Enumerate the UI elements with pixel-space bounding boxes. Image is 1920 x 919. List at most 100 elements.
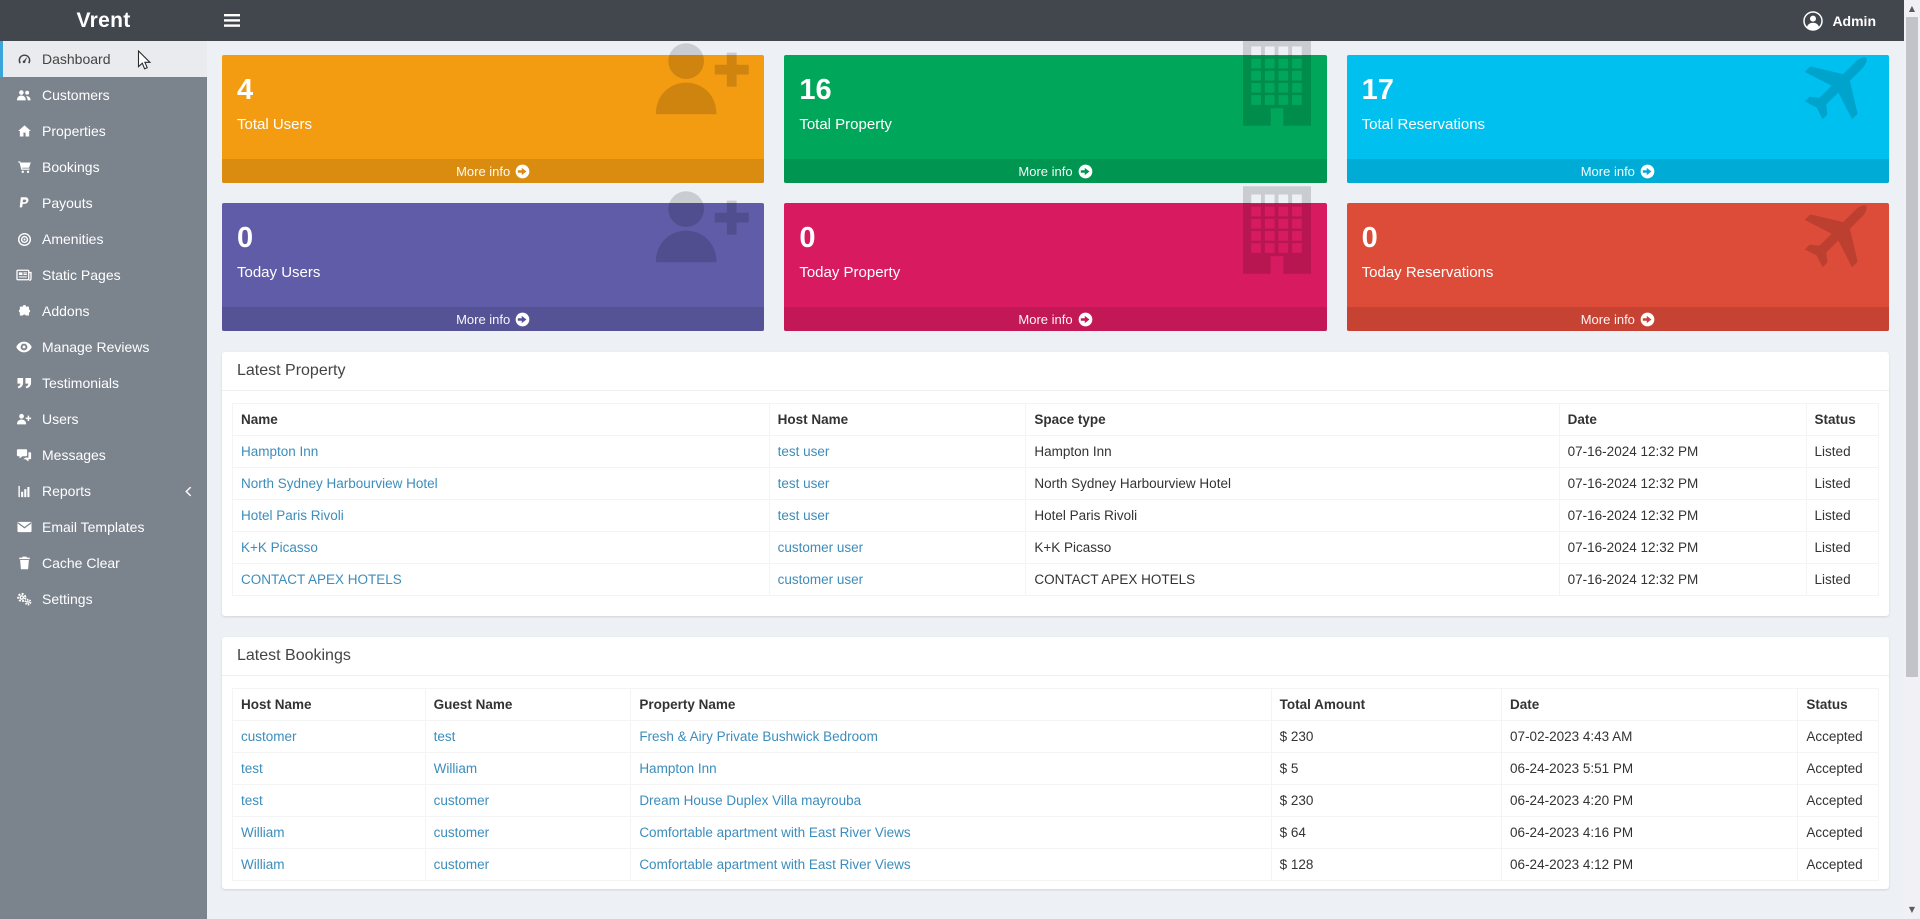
property-name-link[interactable]: Fresh & Airy Private Bushwick Bedroom — [639, 729, 878, 744]
more-info-link[interactable]: More info — [222, 159, 765, 183]
stat-label: Total Property — [799, 116, 892, 133]
guest-name-link[interactable]: customer — [433, 793, 490, 808]
guest-name-link[interactable]: customer — [433, 857, 490, 872]
host-name-link[interactable]: customer user — [777, 572, 864, 587]
cart-icon — [15, 160, 33, 174]
sidebar-item-settings[interactable]: Settings — [0, 581, 207, 617]
bullseye-icon — [15, 232, 33, 247]
date-cell: 06-24-2023 4:12 PM — [1501, 848, 1799, 881]
date-cell: 07-16-2024 12:32 PM — [1558, 467, 1807, 500]
property-name-link[interactable]: Comfortable apartment with East River Vi… — [639, 825, 911, 840]
sidebar-item-dashboard[interactable]: Dashboard — [0, 41, 207, 77]
latest-bookings-panel: Latest Bookings Host Name Guest Name Prope… — [222, 637, 1889, 889]
latest-property-panel: Latest Property Name Host Name Space type D… — [222, 352, 1889, 616]
sidebar-item-email-templates[interactable]: Email Templates — [0, 509, 207, 545]
status-cell: Listed — [1805, 467, 1880, 500]
property-name-link[interactable]: Hampton Inn — [639, 761, 717, 776]
property-name-link[interactable]: North Sydney Harbourview Hotel — [241, 476, 438, 491]
more-info-link[interactable]: More info — [1346, 307, 1889, 331]
cell-host-name-link: test — [232, 784, 426, 817]
scroll-up-arrow[interactable]: ▲ — [1908, 4, 1916, 13]
stat-cards: 4 Total Users More info 16 Total Property Mor… — [222, 38, 1889, 331]
sidebar-item-cache-clear[interactable]: Cache Clear — [0, 545, 207, 581]
guest-name-link[interactable]: William — [433, 761, 478, 776]
table-row: Hampton Inn test user Hampton Inn 07-16-202… — [232, 435, 1880, 468]
stat-value: 17 — [1361, 74, 1394, 106]
stat-card-total-users: 4 Total Users More info — [222, 43, 765, 183]
cell-host-name-link: test user — [768, 499, 1027, 532]
column-header-date: Date — [1558, 403, 1807, 436]
brand-logo[interactable]: Vrent — [76, 8, 131, 32]
host-name-link[interactable]: William — [241, 857, 285, 872]
cell-host-name-link: customer user — [768, 531, 1027, 564]
property-name-link[interactable]: Hotel Paris Rivoli — [241, 508, 344, 523]
sidebar-item-label: Addons — [42, 303, 90, 319]
sidebar-item-users[interactable]: Users — [0, 401, 207, 437]
property-name-link[interactable]: Comfortable apartment with East River Vi… — [639, 857, 911, 872]
host-name-link[interactable]: test user — [777, 444, 830, 459]
host-name-link[interactable]: test — [241, 793, 263, 808]
scrollbar-thumb[interactable] — [1906, 17, 1918, 677]
cell-guest-name-link: customer — [424, 848, 632, 881]
sidebar-item-bookings[interactable]: Bookings — [0, 149, 207, 185]
host-name-link[interactable]: test user — [777, 508, 830, 523]
column-header-name: Name — [232, 403, 770, 436]
cell-property-name-link: Fresh & Airy Private Bushwick Bedroom — [630, 720, 1272, 753]
user-plus-icon — [15, 412, 33, 426]
sidebar-item-label: Cache Clear — [42, 555, 120, 571]
stat-card-total-property: 16 Total Property More info — [784, 38, 1327, 183]
property-name-link[interactable]: Hampton Inn — [241, 444, 319, 459]
sidebar-item-reports[interactable]: Reports — [0, 473, 207, 509]
total-amount-cell: $ 5 — [1270, 752, 1503, 785]
sidebar-item-testimonials[interactable]: Testimonials — [0, 365, 207, 401]
property-name-link[interactable]: Dream House Duplex Villa mayrouba — [639, 793, 862, 808]
cell-host-name-link: William — [232, 816, 426, 849]
host-name-link[interactable]: test — [241, 761, 263, 776]
more-info-link[interactable]: More info — [784, 307, 1327, 331]
scrollbar[interactable]: ▲ ▼ — [1904, 0, 1920, 919]
customers-icon — [15, 88, 33, 102]
paypal-icon — [15, 196, 33, 210]
host-name-link[interactable]: customer user — [777, 540, 864, 555]
guest-name-link[interactable]: customer — [433, 825, 490, 840]
property-name-link[interactable]: CONTACT APEX HOTELS — [241, 572, 402, 587]
guest-name-link[interactable]: test — [433, 729, 456, 744]
newspaper-icon — [15, 268, 33, 282]
chevron-left-icon — [185, 486, 192, 497]
cell-host-name-link: test user — [768, 435, 1027, 468]
sidebar-item-label: Messages — [42, 447, 106, 463]
more-info-label: More info — [456, 163, 511, 179]
stat-value: 0 — [799, 222, 816, 254]
property-name-link[interactable]: K+K Picasso — [241, 540, 318, 555]
total-amount-cell: $ 230 — [1270, 720, 1503, 753]
more-info-link[interactable]: More info — [222, 307, 765, 331]
sidebar-item-payouts[interactable]: Payouts — [0, 185, 207, 221]
gears-icon — [15, 592, 33, 606]
home-icon — [15, 124, 33, 138]
more-info-link[interactable]: More info — [1346, 159, 1889, 183]
table-row: test William Hampton Inn $ 5 06-24-2023 5:51… — [232, 752, 1879, 785]
sidebar-item-messages[interactable]: Messages — [0, 437, 207, 473]
scroll-down-arrow[interactable]: ▼ — [1908, 905, 1916, 914]
user-menu[interactable]: Admin — [1803, 10, 1920, 31]
sidebar-item-manage-reviews[interactable]: Manage Reviews — [0, 329, 207, 365]
user-avatar-icon — [1803, 10, 1824, 31]
host-name-link[interactable]: William — [241, 825, 285, 840]
cell-host-name-link: William — [232, 848, 426, 881]
space-type-cell: Hotel Paris Rivoli — [1025, 499, 1560, 532]
table-row: William customer Comfortable apartment wit… — [232, 848, 1879, 881]
sidebar-item-static-pages[interactable]: Static Pages — [0, 257, 207, 293]
sidebar-item-customers[interactable]: Customers — [0, 77, 207, 113]
sidebar-item-properties[interactable]: Properties — [0, 113, 207, 149]
column-header-total-amount: Total Amount — [1270, 688, 1503, 721]
sidebar-item-label: Dashboard — [42, 51, 111, 67]
host-name-link[interactable]: customer — [241, 729, 297, 744]
status-cell: Accepted — [1797, 720, 1879, 753]
hamburger-icon[interactable] — [207, 0, 257, 41]
stat-card-total-reservations: 17 Total Reservations More info — [1346, 55, 1889, 183]
host-name-link[interactable]: test user — [777, 476, 830, 491]
sidebar-item-addons[interactable]: Addons — [0, 293, 207, 329]
sidebar-item-amenities[interactable]: Amenities — [0, 221, 207, 257]
more-info-link[interactable]: More info — [784, 159, 1327, 183]
sidebar-item-label: Testimonials — [42, 375, 120, 391]
